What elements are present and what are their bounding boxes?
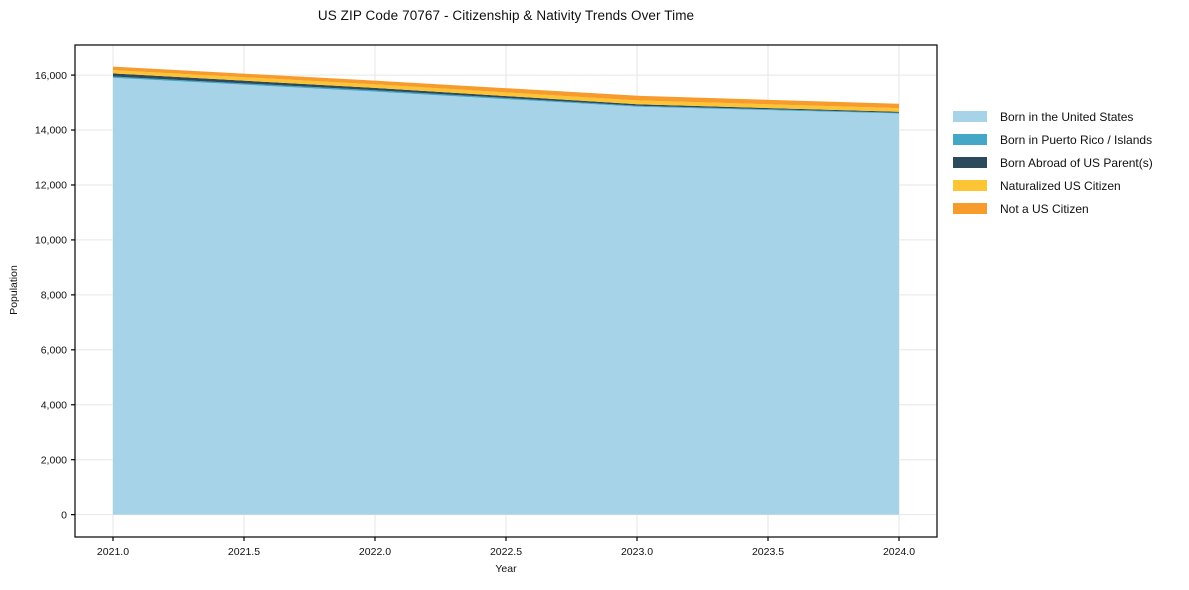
chart-title: US ZIP Code 70767 - Citizenship & Nativi… <box>317 8 695 23</box>
legend-item: Naturalized US Citizen <box>953 174 1153 197</box>
legend-swatch <box>953 180 987 191</box>
legend-item: Born Abroad of US Parent(s) <box>953 151 1153 174</box>
y-tick-label: 10,000 <box>35 235 67 247</box>
legend-swatch <box>953 203 987 214</box>
legend-swatch <box>953 134 987 145</box>
legend-label: Naturalized US Citizen <box>1000 178 1121 193</box>
legend-swatch <box>953 111 987 122</box>
y-tick-label: 2,000 <box>41 454 67 466</box>
area-series <box>113 66 899 109</box>
legend-item: Not a US Citizen <box>953 197 1153 220</box>
x-tick-label: 2021.0 <box>97 546 129 558</box>
area-series <box>113 77 899 515</box>
y-tick-label: 12,000 <box>35 180 67 192</box>
area-series <box>113 70 899 112</box>
y-tick-label: 8,000 <box>41 290 67 302</box>
x-tick-label: 2023.5 <box>752 546 784 558</box>
x-tick-label: 2023.0 <box>621 546 653 558</box>
legend-label: Born Abroad of US Parent(s) <box>1000 155 1153 170</box>
y-tick-label: 4,000 <box>41 399 67 411</box>
y-tick-label: 16,000 <box>35 70 67 82</box>
legend-item: Born in Puerto Rico / Islands <box>953 128 1153 151</box>
y-tick-label: 14,000 <box>35 125 67 137</box>
x-tick-label: 2024.0 <box>883 546 915 558</box>
legend: Born in the United States Born in Puerto … <box>953 105 1153 220</box>
y-tick-label: 0 <box>61 509 67 521</box>
x-tick-label: 2022.5 <box>490 546 522 558</box>
legend-label: Not a US Citizen <box>1000 201 1089 216</box>
legend-label: Born in the United States <box>1000 109 1134 124</box>
legend-label: Born in Puerto Rico / Islands <box>1000 132 1153 147</box>
x-tick-label: 2021.5 <box>228 546 260 558</box>
x-axis-label: Year <box>495 563 517 575</box>
x-tick-label: 2022.0 <box>359 546 391 558</box>
legend-item: Born in the United States <box>953 105 1153 128</box>
legend-swatch <box>953 157 987 168</box>
y-tick-label: 6,000 <box>41 345 67 357</box>
